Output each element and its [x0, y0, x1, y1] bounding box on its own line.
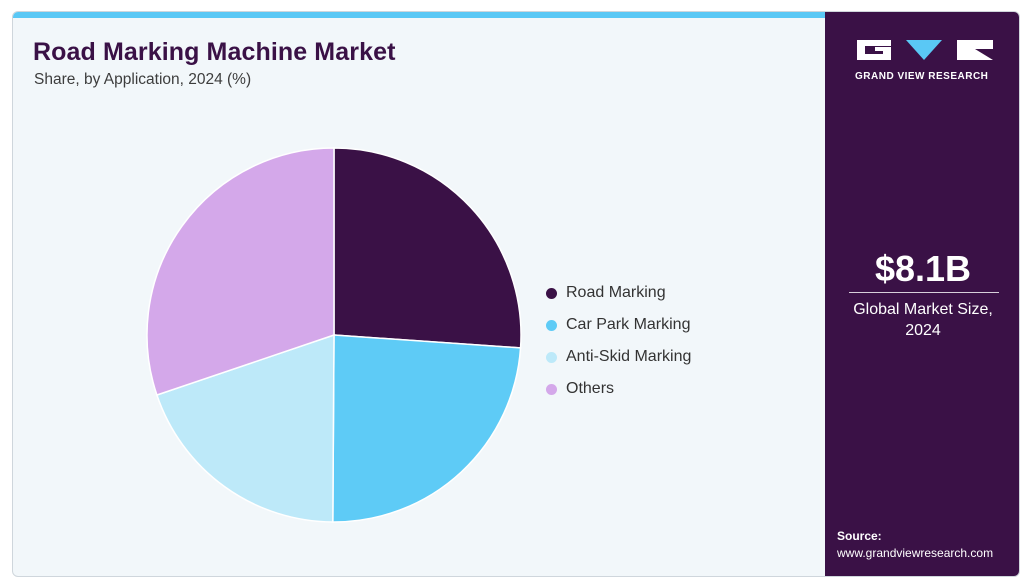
- legend-label: Others: [566, 380, 615, 397]
- legend-item-road-marking: Road Marking: [546, 277, 691, 309]
- legend-swatch: [546, 383, 557, 395]
- chart-title: Road Marking Machine Market: [33, 38, 396, 66]
- pie-slice-anti-skid-marking: [155, 333, 335, 523]
- market-size-label: Global Market Size, 2024: [853, 301, 993, 339]
- pie-slice-road-marking: [333, 147, 522, 349]
- legend-item-car-park-marking: Car Park Marking: [546, 309, 691, 341]
- chart-subtitle: Share, by Application, 2024 (%): [34, 71, 252, 88]
- legend-item-others: Others: [546, 373, 691, 405]
- legend-item-anti-skid-marking: Anti-Skid Marking: [546, 341, 691, 373]
- legend-label: Anti-Skid Marking: [566, 348, 692, 365]
- pie-chart: [146, 147, 522, 523]
- market-size-value: $8.1B: [874, 248, 972, 289]
- pie-slice-others: [146, 147, 335, 396]
- legend-label: Car Park Marking: [566, 316, 691, 333]
- legend-swatch: [546, 287, 557, 299]
- legend-swatch: [546, 319, 557, 331]
- source-link[interactable]: www.grandviewresearch.com: [837, 546, 994, 560]
- pie-slice-car-park-marking: [332, 334, 522, 523]
- gvr-logo-icon: [857, 40, 993, 60]
- brand-logo: GRAND VIEW RESEARCH: [855, 38, 995, 82]
- chart-legend: Road Marking Car Park Marking Anti-Skid …: [546, 277, 691, 405]
- accent-bar: [13, 12, 825, 18]
- brand-name: GRAND VIEW RESEARCH: [855, 71, 989, 82]
- summary-sidebar: GRAND VIEW RESEARCH $8.1B Global Market …: [825, 12, 1019, 576]
- source-label: Source:: [837, 529, 882, 543]
- report-card: Road Marking Machine Market Share, by Ap…: [12, 11, 1020, 577]
- legend-label: Road Marking: [566, 284, 666, 301]
- legend-swatch: [546, 351, 557, 363]
- divider: [849, 292, 999, 293]
- chart-panel: Road Marking Machine Market Share, by Ap…: [13, 12, 825, 576]
